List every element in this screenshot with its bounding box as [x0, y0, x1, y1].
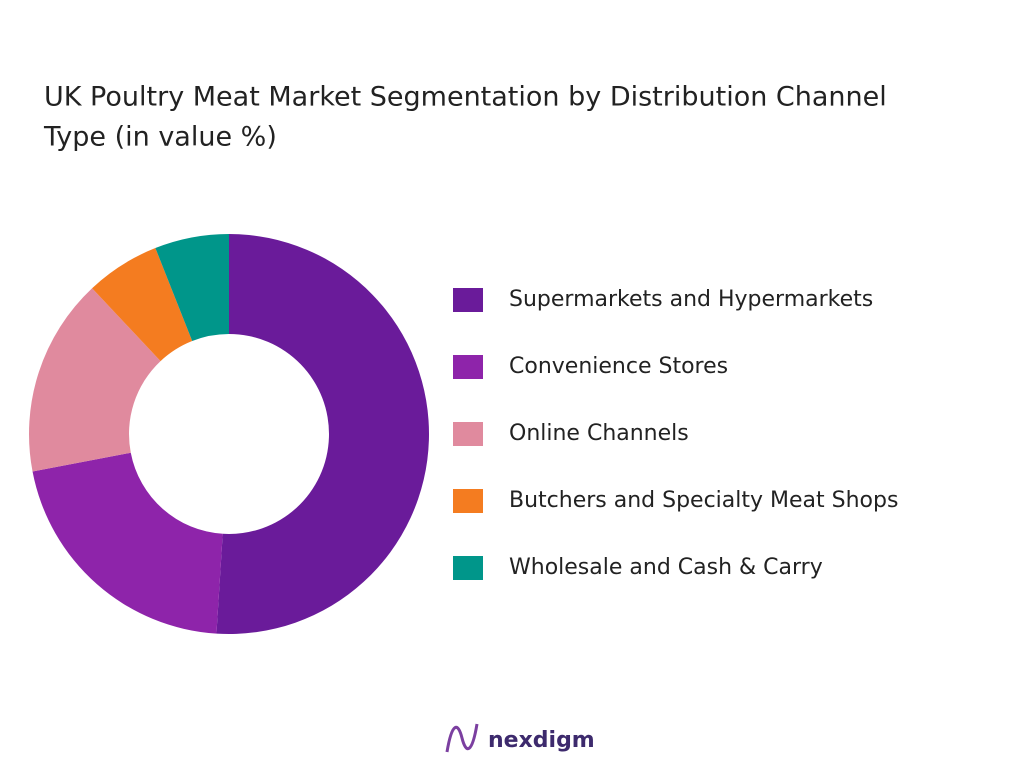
- logo-icon: [445, 723, 479, 753]
- donut-slice: [29, 288, 161, 472]
- donut-slice: [155, 234, 229, 342]
- legend-swatch: [453, 355, 483, 379]
- logo: nexdigm: [445, 723, 595, 753]
- chart-title: UK Poultry Meat Market Segmentation by D…: [44, 82, 887, 113]
- legend-label: Butchers and Specialty Meat Shops: [509, 488, 898, 513]
- legend-swatch: [453, 422, 483, 446]
- legend-label: Supermarkets and Hypermarkets: [509, 287, 873, 312]
- donut-slice: [216, 233, 430, 634]
- legend-label: Online Channels: [509, 421, 689, 446]
- legend-swatch: [453, 288, 483, 312]
- chart-title: Type (in value %): [43, 122, 277, 153]
- brand-name: nexdigm: [488, 728, 595, 753]
- donut-slice: [32, 452, 223, 634]
- donut-slice: [92, 248, 193, 362]
- legend-label: Wholesale and Cash & Carry: [509, 555, 823, 580]
- legend-label: Convenience Stores: [509, 354, 728, 379]
- legend-swatch: [453, 556, 483, 580]
- legend-swatch: [453, 489, 483, 513]
